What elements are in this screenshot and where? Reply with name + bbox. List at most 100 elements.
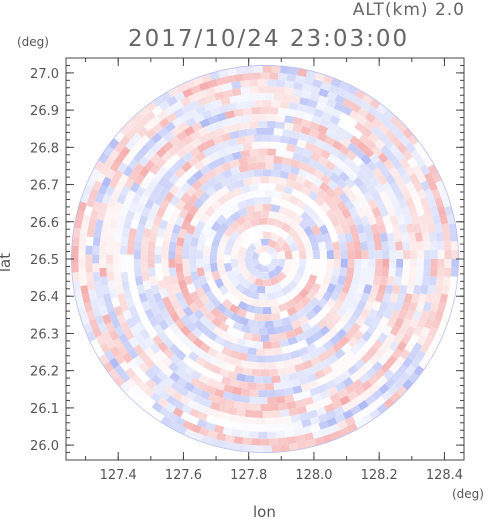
radar-cell [236,136,246,145]
radar-cell [336,151,348,163]
radar-cell [137,390,150,402]
radar-cell [230,195,242,206]
radar-cell [221,168,233,179]
radar-cell [380,144,392,157]
radar-cell [199,202,210,213]
radar-cell [435,232,444,242]
radar-cell [347,259,355,268]
radar-cell [247,162,257,171]
radar-cell [292,273,303,285]
radar-cell [171,116,183,128]
radar-cell [352,307,363,319]
radar-cell [195,403,207,414]
radar-cell [306,373,318,383]
radar-cell [258,390,268,398]
radar-cell [144,357,156,369]
radar-cell [205,186,217,197]
radar-cell [325,187,337,199]
radar-cell [155,360,167,372]
radar-cell [314,290,325,302]
radar-cell [144,308,155,320]
radar-cell [270,305,281,314]
radar-cell [249,120,259,129]
radar-cell [193,187,205,199]
radar-cell [100,276,109,286]
radar-cell [353,330,365,342]
radar-cell [339,241,348,251]
radar-cell [161,267,170,277]
radar-cell [138,372,150,384]
radar-cell [109,288,118,300]
radar-cell [227,406,238,416]
radar-cell [361,126,373,138]
radar-cell [269,438,279,446]
radar-cell [305,342,317,353]
radar-cell [378,123,390,135]
radar-cell [132,355,144,367]
radar-cell [275,121,286,130]
radar-cell [258,113,268,121]
radar-cell [388,241,396,251]
radar-cell [424,334,435,346]
radar-cell [246,265,257,276]
radar-cell [325,319,337,331]
radar-cell [295,175,306,186]
radar-cell [189,360,201,372]
radar-cell [81,214,91,225]
radar-cell [318,88,330,98]
radar-cell [125,317,136,329]
radar-cell [295,332,306,343]
radar-cell [227,371,238,380]
radar-cell [214,229,225,240]
radar-cell [209,71,220,81]
radar-cell [139,328,151,340]
radar-cell [312,259,321,268]
radar-cell [71,263,79,273]
radar-cell [332,132,344,143]
radar-cell [301,425,312,435]
radar-cell [300,295,312,307]
radar-cell [331,399,343,410]
radar-cell [405,142,416,154]
radar-cell [119,245,128,255]
radar-cell [138,400,151,412]
radar-cell [227,102,238,112]
radar-cell [416,267,424,277]
radar-cell [377,174,388,186]
radar-cell [369,175,381,187]
radar-cell [288,195,300,206]
radar-cell [317,155,329,167]
radar-cell [273,190,283,199]
radar-cell [393,206,404,217]
radar-cell [280,100,290,109]
radar-cell [163,131,175,142]
radar-cell [210,200,222,211]
radar-cell [240,80,250,88]
radar-cell [151,401,163,413]
radar-cell [189,130,201,141]
radar-cell [132,140,144,152]
radar-cell [368,259,376,268]
radar-cell [74,218,83,229]
radar-cell [125,297,135,308]
radar-cell [383,159,395,171]
radar-cell [423,156,434,168]
radar-cell [128,227,137,238]
radar-cell [186,331,198,343]
radar-cell [317,297,329,309]
radar-cell [354,259,362,268]
radar-cell [214,172,225,183]
radar-cell [322,312,334,324]
radar-cell [379,275,389,286]
radar-cell [204,300,216,312]
radar-cell [251,141,261,150]
radar-cell [396,341,408,353]
radar-cell [74,289,83,300]
radar-cell [337,275,346,286]
radar-cell [418,357,430,370]
radar-cell [176,424,188,435]
radar-cell [180,171,192,183]
radar-cell [416,318,427,329]
radar-cell [441,310,452,321]
